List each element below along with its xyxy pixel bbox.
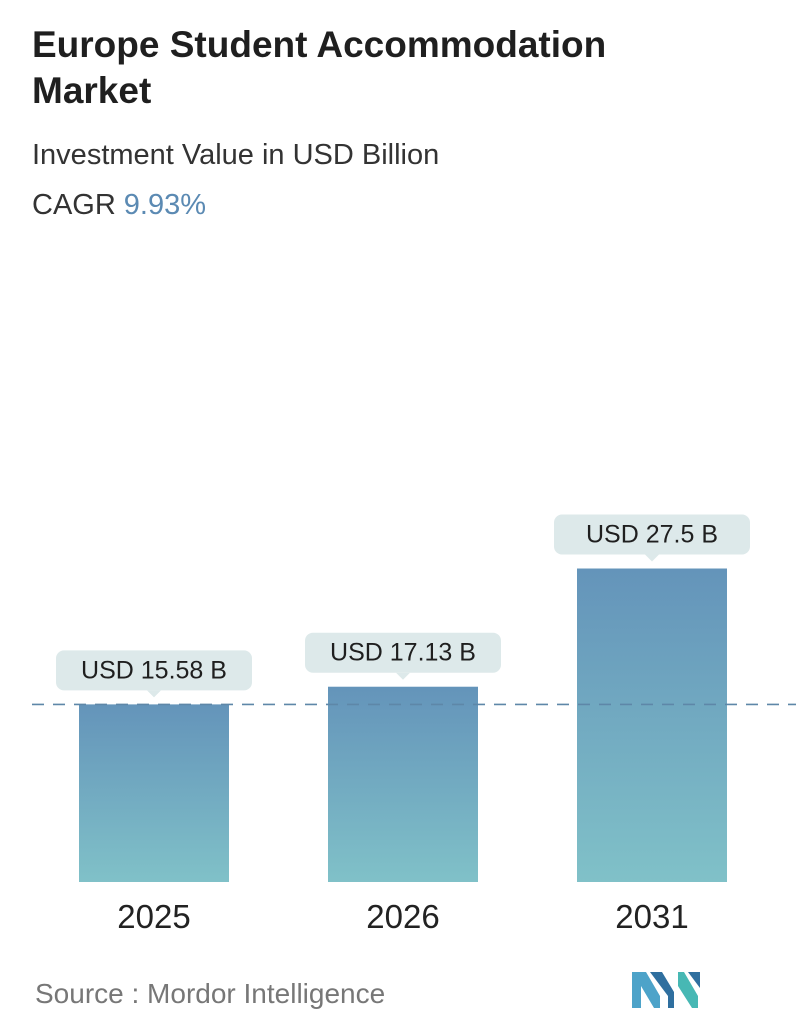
mordor-intelligence-logo bbox=[632, 972, 700, 1008]
data-label-2026: USD 17.13 B bbox=[305, 632, 501, 680]
bar-2031 bbox=[577, 568, 727, 882]
x-tick-2031: 2031 bbox=[615, 898, 688, 935]
bar-2026 bbox=[328, 686, 478, 882]
data-label-2031: USD 27.5 B bbox=[554, 514, 750, 562]
data-label-text: USD 17.13 B bbox=[330, 639, 476, 667]
x-tick-2026: 2026 bbox=[366, 898, 439, 935]
cagr-value: 9.93% bbox=[123, 189, 207, 221]
chart-title: Europe Student Accommodation Market bbox=[32, 24, 607, 111]
bar-2025 bbox=[79, 704, 229, 882]
x-tick-2025: 2025 bbox=[117, 898, 190, 935]
cagr-line: CAGR 9.93% bbox=[32, 189, 206, 222]
data-label-text: USD 15.58 B bbox=[81, 656, 227, 684]
source-note: Source : Mordor Intelligence bbox=[35, 978, 386, 1009]
bar-chart: USD 15.58 B USD 17.13 B USD 27.5 B 2025 202… bbox=[32, 514, 796, 935]
data-label-text: USD 27.5 B bbox=[586, 521, 718, 549]
chart-subtitle: Investment Value in USD Billion bbox=[32, 139, 440, 171]
data-label-2025: USD 15.58 B bbox=[56, 650, 252, 698]
cagr-label: CAGR bbox=[32, 189, 116, 221]
